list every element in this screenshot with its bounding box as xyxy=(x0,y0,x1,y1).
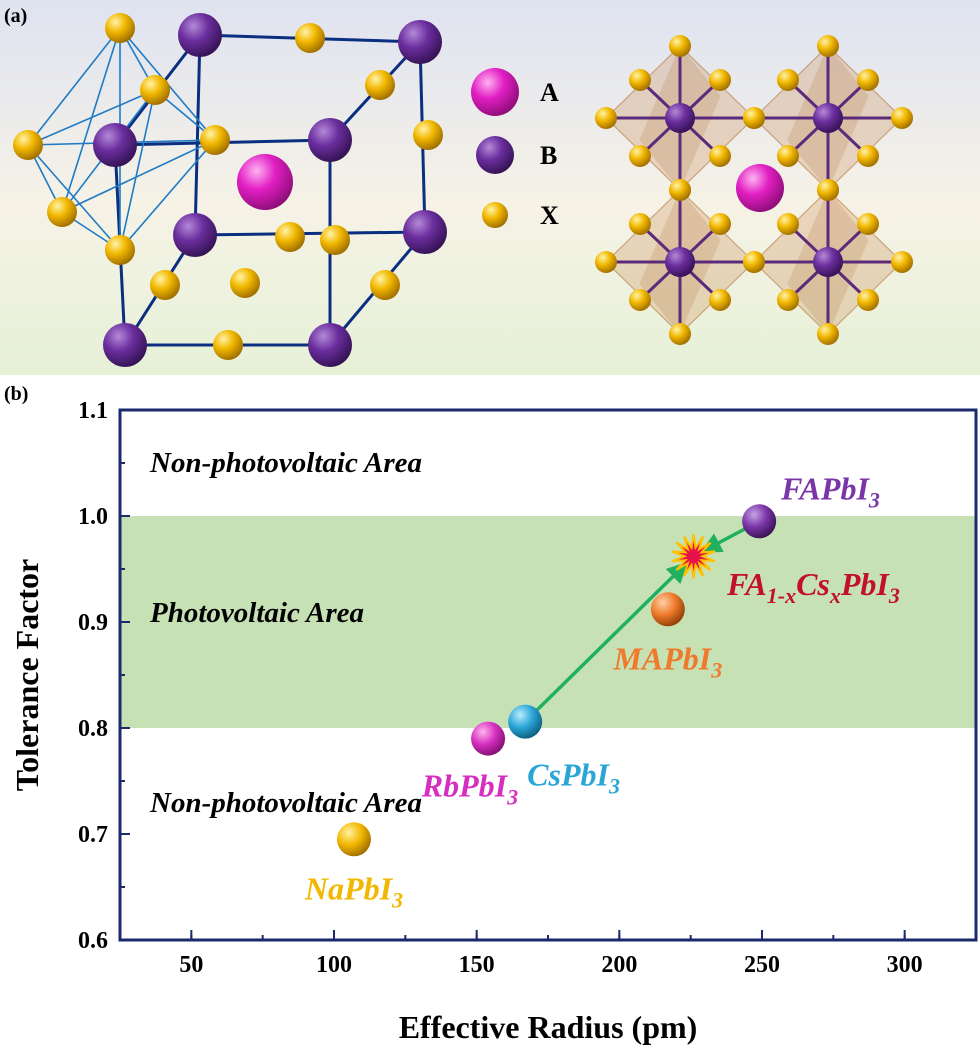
octahedral-network xyxy=(595,35,913,345)
point-rbpbi3 xyxy=(471,721,506,756)
label-rbpbi3: RbPbI3 xyxy=(421,768,518,810)
label-mapbi3: MAPbI3 xyxy=(612,640,722,682)
legend-a-label: A xyxy=(540,78,559,107)
trend-arrow xyxy=(533,561,688,714)
point-mapbi3 xyxy=(650,592,685,627)
x-tick-label: 150 xyxy=(459,952,495,978)
region-label-bottom: Non-photovoltaic Area xyxy=(149,787,422,819)
label-fapbi3: FAPbI3 xyxy=(780,470,880,512)
x-tick-label: 200 xyxy=(601,952,637,978)
trend-arrow xyxy=(700,526,748,553)
y-tick-label: 0.6 xyxy=(78,928,108,954)
label-napbi3: NaPbI3 xyxy=(304,870,403,912)
y-tick-label: 0.8 xyxy=(78,716,108,742)
legend-b-label: B xyxy=(540,141,557,170)
photovoltaic-band xyxy=(120,516,976,728)
b-site-atom xyxy=(813,103,843,133)
y-tick-label: 1.1 xyxy=(78,398,108,424)
label-alloy: FA1-xCsxPbI3 xyxy=(726,566,900,608)
x-tick-label: 300 xyxy=(887,952,923,978)
atom-legend: A B X xyxy=(471,68,559,230)
region-label-middle: Photovoltaic Area xyxy=(149,597,364,629)
cubic-unit-cell xyxy=(13,13,447,367)
y-tick-label: 0.7 xyxy=(78,822,108,848)
y-axis-title: Tolerance Factor xyxy=(9,559,45,792)
octahedron xyxy=(743,179,913,345)
x-site-atoms xyxy=(13,13,443,360)
y-tick-label: 1.0 xyxy=(78,504,108,530)
a-site-atom xyxy=(736,164,784,212)
point-fapbi3 xyxy=(742,504,777,539)
panel-a-background xyxy=(0,0,980,375)
panel-a: (a) xyxy=(0,0,980,375)
x-tick-label: 50 xyxy=(179,952,203,978)
octahedron xyxy=(743,35,913,201)
x-tick-label: 100 xyxy=(316,952,352,978)
panel-label-b: (b) xyxy=(4,383,28,405)
b-site-atoms xyxy=(93,13,447,367)
label-cspbi3: CsPbI3 xyxy=(527,757,620,799)
b-site-atom xyxy=(665,247,695,277)
legend-x-icon xyxy=(482,202,508,228)
tolerance-factor-chart: 0.6 0.7 0.8 0.9 1.0 1.1 50 100 150 200 250 300 Effec… xyxy=(9,398,978,1045)
alloy-star xyxy=(671,534,716,579)
legend-b-icon xyxy=(476,136,514,174)
octahedron xyxy=(595,179,765,345)
point-cspbi3 xyxy=(508,704,543,739)
b-site-atom xyxy=(813,247,843,277)
point-napbi3 xyxy=(336,822,371,857)
region-label-top: Non-photovoltaic Area xyxy=(149,447,422,479)
legend-x-label: X xyxy=(540,201,559,230)
x-axis-title: Effective Radius (pm) xyxy=(399,1009,698,1045)
a-site-atom xyxy=(237,154,293,210)
x-tick-label: 250 xyxy=(744,952,780,978)
panel-label-a: (a) xyxy=(4,5,27,27)
y-tick-label: 0.9 xyxy=(78,610,108,636)
b-site-atom xyxy=(665,103,695,133)
legend-a-icon xyxy=(471,68,519,116)
